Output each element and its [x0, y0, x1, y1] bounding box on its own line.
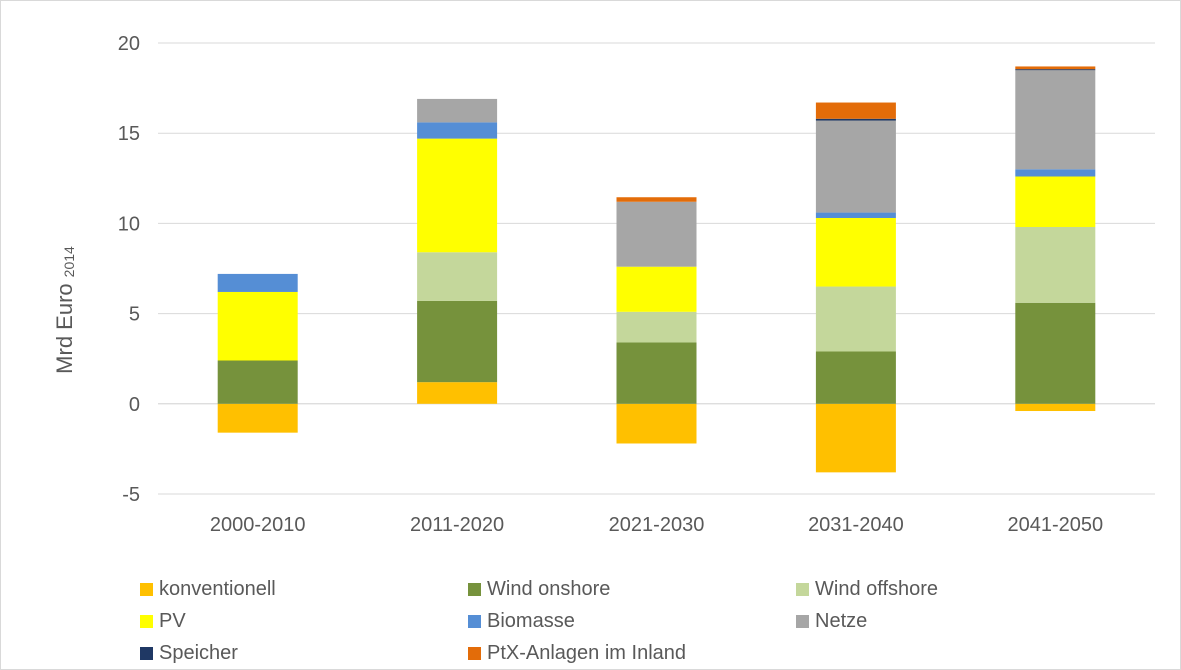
bar-segment — [217, 273, 298, 292]
bar-segment — [815, 217, 896, 287]
legend-swatch — [468, 647, 481, 660]
bar-segment — [217, 291, 298, 361]
bar-segment — [217, 403, 298, 433]
legend-swatch — [468, 583, 481, 596]
bar-segment — [1015, 70, 1096, 170]
bar-segment — [417, 138, 498, 253]
bar-segment — [1015, 66, 1096, 70]
y-tick-label: -5 — [122, 484, 140, 506]
y-axis-label: Mrd Euro2014 — [52, 246, 77, 374]
y-tick-label: 20 — [118, 33, 140, 55]
legend-swatch — [140, 615, 153, 628]
legend-item: PtX-Anlagen im Inland — [468, 642, 686, 665]
bar-segment — [1015, 69, 1096, 71]
bar-segment — [1015, 302, 1096, 404]
legend-label: konventionell — [159, 578, 276, 600]
bar-segment — [815, 351, 896, 404]
gridlines — [158, 42, 1155, 495]
bar-segment — [815, 286, 896, 352]
legend-label: Wind offshore — [815, 578, 939, 600]
legend-item: Speicher — [140, 642, 238, 665]
x-tick-label: 2021-2030 — [609, 514, 705, 536]
bar-segment — [616, 403, 697, 444]
x-tick-label: 2031-2040 — [808, 514, 904, 536]
legend-label: Speicher — [159, 642, 238, 664]
legend-swatch — [796, 583, 809, 596]
legend-swatch — [468, 615, 481, 628]
bar-segment — [815, 403, 896, 473]
bar-segment — [417, 122, 498, 139]
legend-label: Netze — [815, 610, 868, 632]
x-tick-label: 2011-2020 — [410, 514, 504, 536]
legend-label: Biomasse — [487, 610, 575, 632]
legend-item: Wind onshore — [468, 578, 610, 601]
bar-segment — [1015, 169, 1096, 177]
legend-item: PV — [140, 610, 186, 633]
bar-segment — [1015, 176, 1096, 228]
legend-swatch — [140, 583, 153, 596]
bar-segment — [616, 311, 697, 343]
bar-segment — [815, 120, 896, 213]
x-axis-ticks: 2000-2010 2011-2020 2021-2030 2031-2040 2041… — [210, 514, 1103, 536]
bars — [217, 66, 1096, 473]
x-tick-label: 2000-2010 — [210, 514, 306, 536]
bar-segment — [1015, 227, 1096, 303]
bar-segment — [616, 197, 697, 202]
legend-swatch — [140, 647, 153, 660]
bar-segment — [815, 118, 896, 121]
y-tick-label: 5 — [129, 304, 140, 326]
bar-segment — [616, 266, 697, 312]
legend-item: Biomasse — [468, 610, 575, 633]
bar-segment — [616, 342, 697, 404]
legend-item: konventionell — [140, 578, 276, 601]
legend-item: Wind offshore — [796, 578, 938, 601]
bar-segment — [417, 252, 498, 301]
y-axis-ticks: -5 0 5 10 15 20 — [118, 33, 140, 506]
legend-label: PV — [159, 610, 186, 632]
bar-segment — [1015, 403, 1096, 412]
legend-swatch — [796, 615, 809, 628]
x-tick-label: 2041-2050 — [1007, 514, 1103, 536]
bar-segment — [417, 300, 498, 383]
y-tick-label: 0 — [129, 394, 140, 416]
bar-segment — [417, 98, 498, 123]
legend-item: Netze — [796, 610, 867, 633]
y-tick-label: 10 — [118, 213, 140, 235]
bar-segment — [616, 201, 697, 267]
bar-segment — [417, 382, 498, 404]
y-tick-label: 15 — [118, 123, 140, 145]
bar-segment — [217, 360, 298, 404]
legend-label: Wind onshore — [487, 578, 611, 600]
legend-label: PtX-Anlagen im Inland — [487, 642, 687, 664]
bar-segment — [815, 212, 896, 218]
bar-segment — [815, 102, 896, 119]
